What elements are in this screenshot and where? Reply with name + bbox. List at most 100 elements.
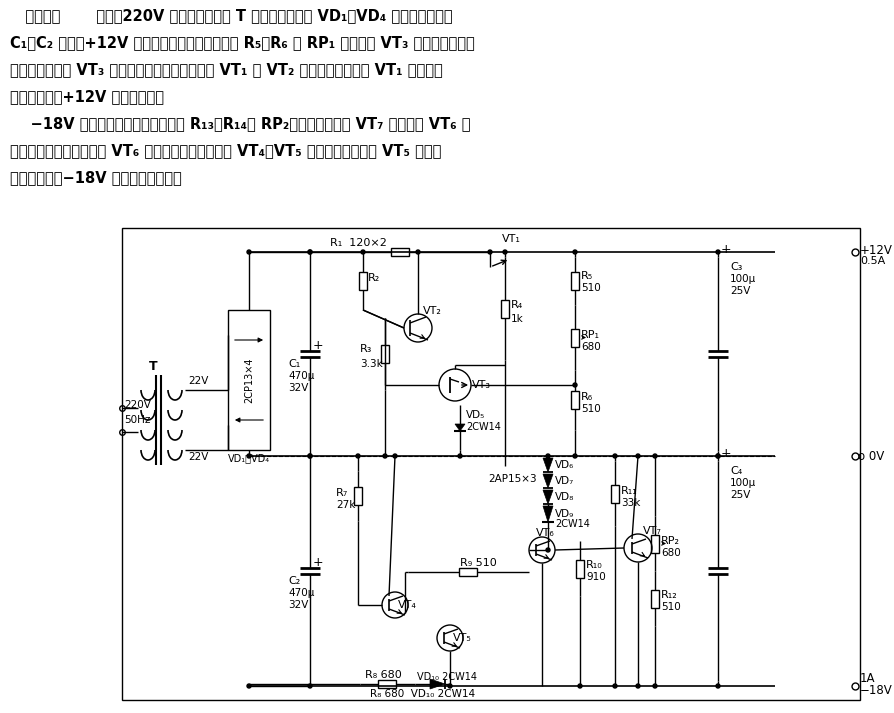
Text: VD₉: VD₉ [554, 509, 574, 519]
Text: VT₆: VT₆ [535, 528, 553, 538]
Text: o 0V: o 0V [857, 450, 883, 463]
Text: 25V: 25V [730, 490, 749, 500]
Text: 510: 510 [661, 602, 680, 612]
Bar [570, 391, 578, 409]
Text: 2AP15×3: 2AP15×3 [487, 474, 536, 484]
Circle shape [458, 454, 461, 458]
Text: 极与地之间有−18V 的稳定电压输出。: 极与地之间有−18V 的稳定电压输出。 [10, 170, 181, 185]
Circle shape [247, 250, 250, 254]
Text: VT₄: VT₄ [398, 600, 417, 610]
Circle shape [715, 454, 719, 458]
Text: RP₂: RP₂ [661, 535, 679, 545]
Text: 910: 910 [586, 573, 605, 583]
Text: R₂: R₂ [367, 273, 380, 283]
Text: VD₇: VD₇ [554, 476, 574, 486]
Circle shape [308, 684, 312, 688]
Text: R₁₀: R₁₀ [586, 560, 602, 570]
Circle shape [612, 684, 616, 688]
Text: R₅: R₅ [580, 271, 593, 281]
Circle shape [247, 684, 250, 688]
Circle shape [572, 250, 577, 254]
Bar [122, 228, 859, 700]
Text: 50Hz: 50Hz [124, 415, 150, 425]
Text: 27k: 27k [335, 500, 355, 510]
Text: 1k: 1k [510, 314, 523, 324]
Text: C₁、C₂ 滤波。+12V 输出稳压电源是由取样电路 R₅、R₆ 及 RP₁ 与三极管 VT₃ 的射极基准电压: C₁、C₂ 滤波。+12V 输出稳压电源是由取样电路 R₅、R₆ 及 RP₁ 与… [10, 35, 474, 50]
Circle shape [715, 454, 719, 458]
Text: 470μ: 470μ [288, 588, 314, 598]
Circle shape [612, 454, 616, 458]
Text: 22V: 22V [188, 376, 208, 386]
Circle shape [502, 250, 506, 254]
Text: 510: 510 [580, 283, 600, 293]
Circle shape [715, 250, 719, 254]
Circle shape [572, 383, 577, 387]
Text: VD₁～VD₄: VD₁～VD₄ [228, 453, 270, 463]
Text: 1A: 1A [859, 672, 874, 685]
Text: 电路如图       所示。220V 交流电经变压器 T 降压，由二极管 VD₁～VD₄ 全波整流，电容: 电路如图 所示。220V 交流电经变压器 T 降压，由二极管 VD₁～VD₄ 全… [10, 8, 452, 23]
Polygon shape [543, 474, 552, 488]
Circle shape [653, 684, 656, 688]
Text: 0.5A: 0.5A [859, 256, 884, 266]
Text: VT₁: VT₁ [502, 234, 520, 244]
Bar [501, 299, 509, 317]
Text: C₃: C₃ [730, 262, 741, 272]
Circle shape [308, 250, 312, 254]
Text: R₁₁: R₁₁ [620, 486, 637, 496]
Bar [358, 272, 367, 290]
Text: VD₁₀ 2CW14: VD₁₀ 2CW14 [417, 672, 477, 682]
Circle shape [487, 250, 492, 254]
Text: 基极电压比较放大后，由 VT₆ 的集电极去控制复合管 VT₄、VT₅ 进行电压调整，在 VT₅ 的发射: 基极电压比较放大后，由 VT₆ 的集电极去控制复合管 VT₄、VT₅ 进行电压调… [10, 143, 441, 158]
Text: VT₇: VT₇ [642, 526, 662, 536]
Circle shape [416, 250, 419, 254]
Text: 与地之间得到+12V 的稳定电压。: 与地之间得到+12V 的稳定电压。 [10, 89, 164, 104]
Circle shape [448, 684, 451, 688]
Text: VT₂: VT₂ [423, 306, 442, 316]
Text: R₁  120×2: R₁ 120×2 [330, 238, 386, 248]
Text: R₈ 680  VD₁₀ 2CW14: R₈ 680 VD₁₀ 2CW14 [369, 689, 475, 699]
Polygon shape [429, 679, 444, 689]
Text: VD₈: VD₈ [554, 492, 574, 502]
Bar [378, 680, 396, 688]
Text: VT₃: VT₃ [471, 380, 491, 390]
Text: VT₅: VT₅ [452, 633, 471, 643]
Bar [228, 310, 270, 450]
Bar [611, 485, 619, 503]
Text: 32V: 32V [288, 383, 308, 393]
Text: R₄: R₄ [510, 300, 523, 310]
Text: 470μ: 470μ [288, 371, 314, 381]
Circle shape [392, 454, 397, 458]
Text: 510: 510 [580, 404, 600, 414]
Text: R₇: R₇ [335, 488, 348, 498]
Text: 2CW14: 2CW14 [554, 519, 589, 529]
Text: R₈ 680: R₈ 680 [365, 670, 401, 680]
Circle shape [545, 454, 550, 458]
Circle shape [572, 454, 577, 458]
Polygon shape [454, 424, 465, 431]
Text: 32V: 32V [288, 600, 308, 610]
Circle shape [653, 454, 656, 458]
Text: 比较放大后，由 VT₃ 的集电极电压去控制复合管 VT₁ 和 VT₂ 进行电压调整，在 VT₁ 的发射极: 比较放大后，由 VT₃ 的集电极电压去控制复合管 VT₁ 和 VT₂ 进行电压调… [10, 62, 443, 77]
Text: +12V: +12V [859, 244, 892, 257]
Text: 220V: 220V [124, 400, 151, 410]
Bar [459, 568, 477, 576]
Text: +: + [721, 447, 730, 460]
Text: 33k: 33k [620, 498, 640, 508]
Bar [391, 248, 409, 256]
Polygon shape [543, 458, 552, 472]
Text: C₁: C₁ [288, 359, 299, 369]
Text: RP₁: RP₁ [580, 329, 599, 339]
Circle shape [578, 684, 581, 688]
Circle shape [636, 454, 639, 458]
Text: 22V: 22V [188, 452, 208, 462]
Text: +: + [721, 243, 730, 256]
Bar [576, 560, 584, 578]
Text: +: + [313, 339, 324, 352]
Text: 680: 680 [580, 342, 600, 352]
Text: R₆: R₆ [580, 392, 593, 402]
Circle shape [308, 250, 312, 254]
Bar [381, 345, 389, 363]
Text: 2CP13×4: 2CP13×4 [244, 357, 254, 403]
Bar [354, 487, 361, 505]
Text: 100μ: 100μ [730, 478, 755, 488]
